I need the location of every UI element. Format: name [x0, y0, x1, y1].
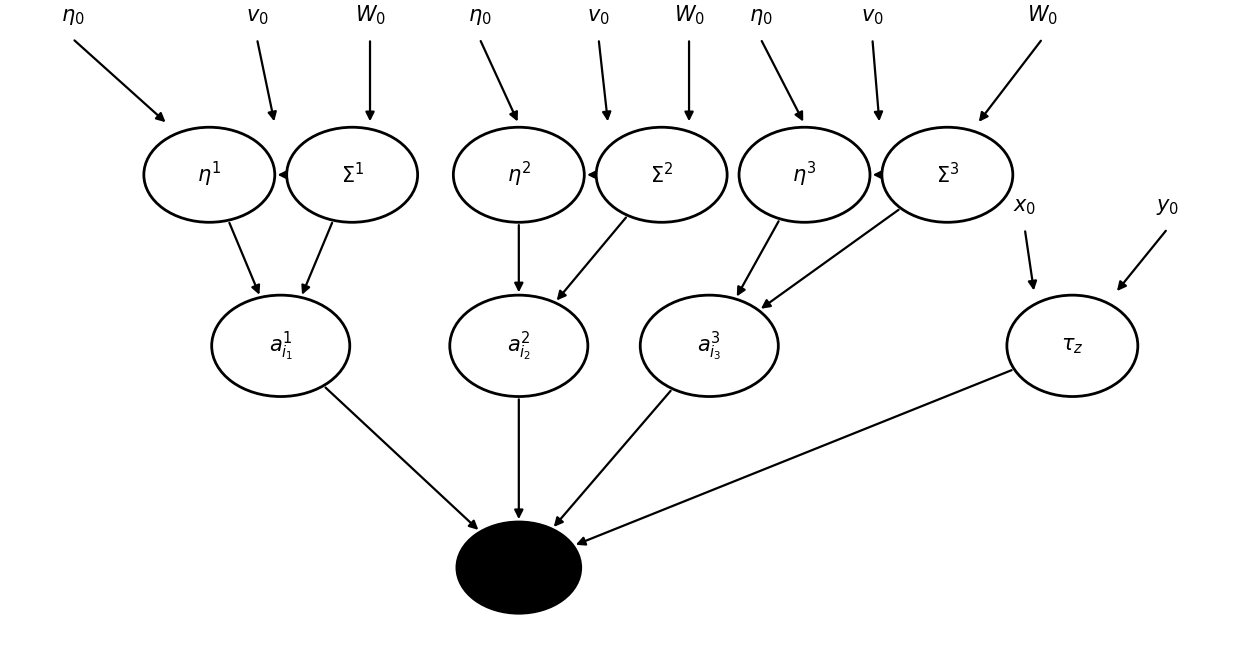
Ellipse shape [454, 127, 584, 222]
Text: $W_0$: $W_0$ [1027, 3, 1058, 27]
Text: $W_0$: $W_0$ [673, 3, 704, 27]
Text: $\eta^2$: $\eta^2$ [507, 160, 531, 189]
Text: $\tau_z$: $\tau_z$ [1061, 336, 1084, 356]
Text: $W_0$: $W_0$ [355, 3, 386, 27]
Ellipse shape [212, 295, 350, 397]
Ellipse shape [456, 522, 580, 613]
Ellipse shape [1007, 295, 1138, 397]
Text: $a^{1}_{i_1}$: $a^{1}_{i_1}$ [269, 329, 293, 363]
Text: $\eta^3$: $\eta^3$ [792, 160, 817, 189]
Text: $\eta^1$: $\eta^1$ [197, 160, 222, 189]
Text: $a^{3}_{i_3}$: $a^{3}_{i_3}$ [697, 329, 722, 363]
Ellipse shape [739, 127, 870, 222]
Text: $\eta_0$: $\eta_0$ [749, 7, 773, 27]
Ellipse shape [286, 127, 418, 222]
Text: $\Sigma^{3}$: $\Sigma^{3}$ [936, 162, 959, 187]
Ellipse shape [450, 295, 588, 397]
Text: $v_0$: $v_0$ [588, 7, 610, 27]
Ellipse shape [640, 295, 779, 397]
Text: $\eta_0$: $\eta_0$ [467, 7, 491, 27]
Ellipse shape [882, 127, 1013, 222]
Text: $a^{2}_{i_2}$: $a^{2}_{i_2}$ [507, 329, 531, 363]
Text: $v_0$: $v_0$ [861, 7, 884, 27]
Text: $\Sigma^{1}$: $\Sigma^{1}$ [341, 162, 363, 187]
Text: $\Sigma^{2}$: $\Sigma^{2}$ [650, 162, 673, 187]
Text: $y_0$: $y_0$ [1156, 197, 1179, 217]
Text: $x_0$: $x_0$ [1013, 197, 1037, 217]
Text: $v_0$: $v_0$ [246, 7, 268, 27]
Text: $\eta_0$: $\eta_0$ [61, 7, 84, 27]
Ellipse shape [144, 127, 275, 222]
Ellipse shape [596, 127, 727, 222]
